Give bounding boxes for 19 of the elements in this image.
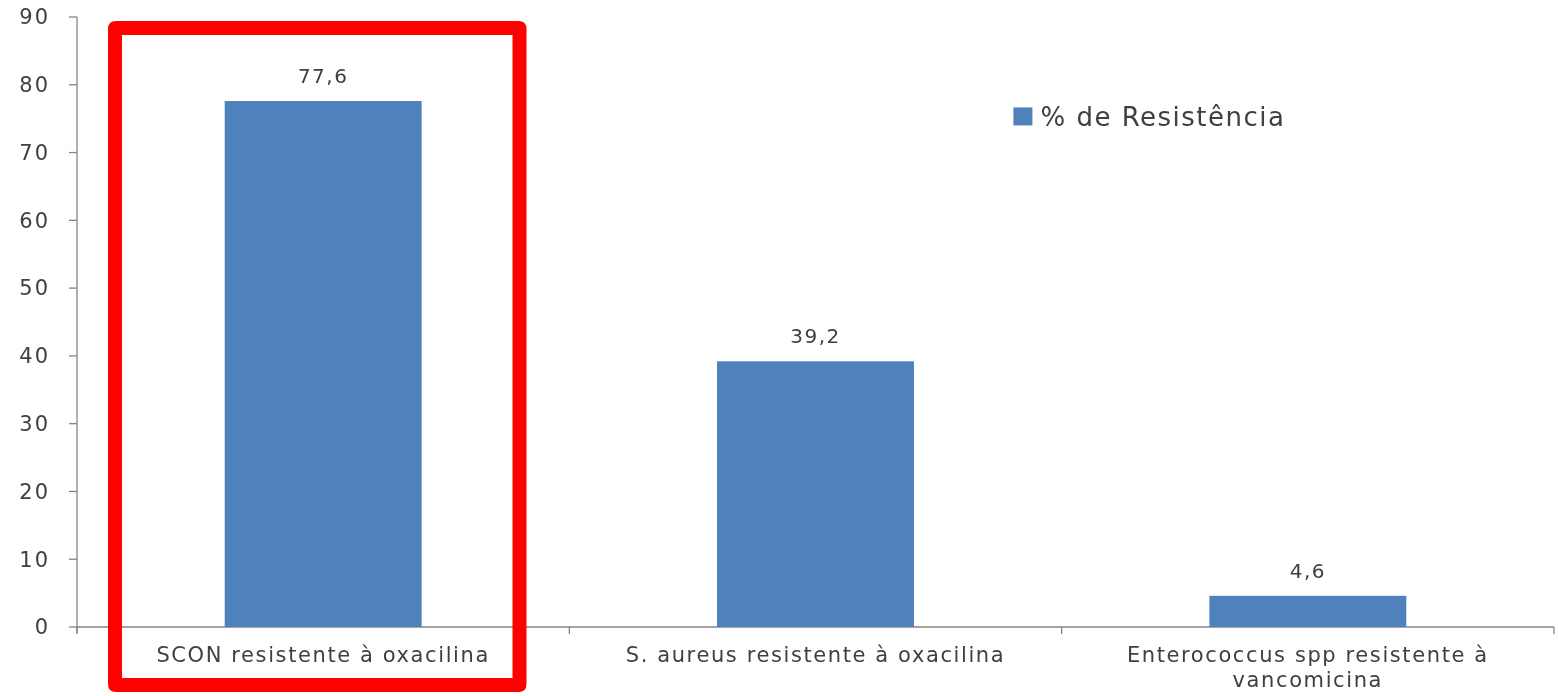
data-label: 77,6	[297, 64, 349, 89]
y-tick-label: 80	[19, 73, 50, 98]
data-label: 4,6	[1289, 558, 1326, 583]
bar	[1209, 595, 1407, 627]
bar	[717, 361, 914, 627]
y-tick-label: 90	[19, 5, 50, 30]
y-tick-label: 40	[19, 344, 50, 369]
y-tick-label: 10	[19, 547, 50, 572]
x-tick-label: S. aureus resistente à oxacilina	[625, 643, 1006, 667]
y-tick-label: 50	[19, 276, 50, 301]
y-tick-label: 30	[19, 412, 50, 437]
x-tick-label: Enterococcus spp resistente à vancomicina	[1126, 643, 1489, 692]
data-label: 39,2	[790, 324, 841, 349]
y-tick-label: 20	[19, 479, 50, 504]
y-tick-label: 70	[19, 140, 50, 165]
y-tick-label: 60	[19, 208, 50, 233]
x-tick-label: SCON resistente à oxacilina	[156, 643, 490, 667]
y-tick-label: 0	[34, 615, 50, 640]
legend-label: % de Resistência	[1040, 101, 1286, 132]
